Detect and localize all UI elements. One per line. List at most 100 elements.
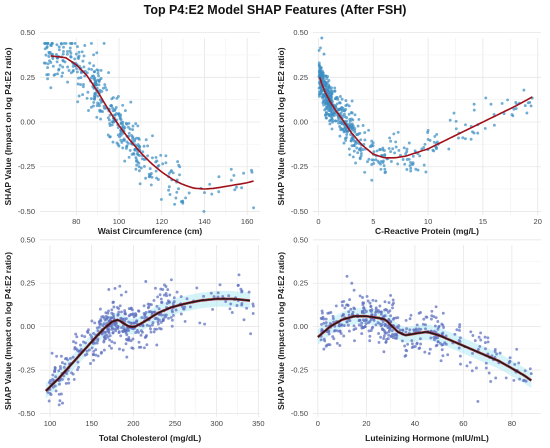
scatter-point (338, 124, 342, 128)
scatter-point (48, 381, 51, 384)
scatter-point (209, 291, 213, 295)
scatter-point (378, 304, 382, 308)
scatter-point (393, 332, 397, 336)
scatter-point (252, 206, 256, 210)
scatter-point (430, 309, 434, 313)
scatter-point (367, 329, 371, 333)
scatter-point (119, 138, 123, 142)
scatter-point (324, 98, 327, 102)
scatter-point (131, 128, 135, 132)
scatter-point (391, 317, 395, 321)
scatter-point (333, 86, 337, 90)
scatter-point (88, 61, 92, 65)
scatter-point (134, 314, 138, 318)
scatter-point (73, 347, 77, 351)
scatter-point (391, 336, 395, 340)
scatter-point (159, 297, 163, 301)
scatter-point (419, 342, 423, 346)
scatter-point (523, 369, 527, 373)
scatter-point (331, 317, 335, 321)
scatter-point (436, 320, 440, 323)
scatter-point (95, 104, 99, 108)
scatter-point (167, 316, 170, 320)
scatter-point (379, 335, 383, 339)
scatter-point (46, 41, 49, 45)
scatter-point (407, 141, 411, 145)
scatter-point (125, 140, 129, 144)
x-tick-label: 5 (371, 217, 375, 226)
scatter-point (175, 290, 179, 294)
scatter-point (236, 283, 240, 287)
scatter-point (335, 102, 339, 106)
scatter-point (49, 86, 53, 90)
scatter-point (120, 326, 124, 330)
scatter-point (366, 299, 370, 303)
x-tick-label: 100 (44, 419, 57, 428)
scatter-point (414, 167, 418, 171)
scatter-point (131, 124, 135, 128)
scatter-point (77, 76, 80, 80)
scatter-point (147, 305, 151, 309)
scatter-point (71, 355, 75, 359)
scatter-point (137, 309, 140, 313)
scatter-point (350, 99, 354, 103)
scatter-point (52, 73, 56, 77)
scatter-point (235, 185, 238, 189)
scatter-point (113, 341, 117, 345)
scatter-point (472, 108, 476, 112)
scatter-point (468, 360, 472, 364)
scatter-point (115, 96, 119, 100)
scatter-point (476, 347, 480, 351)
scatter-point (352, 149, 356, 153)
scatter-point (335, 95, 338, 99)
scatter-point (62, 49, 65, 53)
scatter-point (107, 288, 111, 291)
scatter-point (344, 127, 348, 131)
scatter-point (452, 111, 456, 115)
scatter-point (493, 350, 497, 353)
scatter-point (321, 315, 325, 319)
scatter-point (76, 360, 80, 364)
scatter-point (440, 348, 444, 352)
scatter-point (436, 340, 440, 344)
scatter-point (412, 328, 416, 332)
scatter-point (391, 303, 394, 307)
scatter-point (432, 336, 436, 339)
scatter-point (422, 146, 426, 149)
scatter-point (326, 99, 330, 103)
scatter-point (79, 347, 83, 351)
scatter-point (81, 85, 85, 89)
scatter-point (498, 351, 502, 355)
scatter-point (188, 305, 192, 309)
scatter-point (337, 107, 341, 111)
scatter-point (381, 320, 385, 324)
scatter-point (320, 91, 323, 95)
scatter-point (418, 337, 422, 341)
scatter-point (170, 318, 174, 322)
scatter-point (405, 327, 409, 331)
scatter-point (111, 331, 115, 334)
x-axis-label: C-Reactive Protein (mg/L) (375, 226, 479, 236)
scatter-point (376, 321, 380, 325)
scatter-point (390, 329, 394, 333)
scatter-point (144, 310, 148, 314)
scatter-point (145, 343, 149, 347)
scatter-point (135, 163, 139, 167)
scatter-point (198, 321, 202, 325)
scatter-point (134, 331, 138, 334)
scatter-point (324, 324, 328, 328)
scatter-point (122, 317, 126, 321)
scatter-point (401, 158, 405, 161)
scatter-point (65, 356, 68, 360)
x-tick-label: 60 (459, 419, 467, 428)
scatter-point (404, 354, 408, 357)
scatter-point (387, 146, 391, 150)
scatter-point (149, 183, 153, 187)
scatter-point (161, 288, 165, 291)
scatter-point (168, 193, 172, 196)
scatter-point (356, 124, 360, 128)
scatter-point (359, 146, 363, 150)
scatter-point (69, 51, 73, 55)
scatter-point (61, 52, 65, 56)
scatter-point (323, 81, 327, 85)
